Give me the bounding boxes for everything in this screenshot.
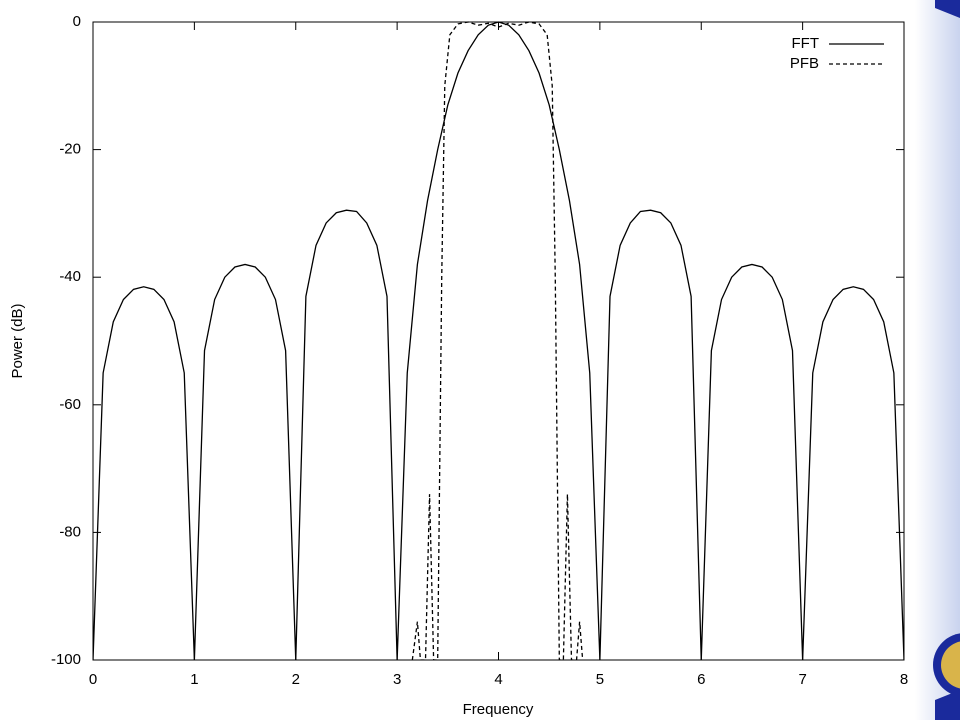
- y-tick-label: -100: [51, 651, 81, 668]
- corner-shape: [935, 0, 960, 18]
- x-tick-label: 8: [900, 671, 908, 688]
- y-tick-label: -40: [59, 268, 81, 285]
- y-axis-label: Power (dB): [9, 303, 26, 378]
- x-tick-label: 6: [697, 671, 705, 688]
- x-tick-label: 7: [798, 671, 806, 688]
- x-tick-label: 2: [292, 671, 300, 688]
- plot-frame: [92, 21, 905, 661]
- y-tick-label: -80: [59, 523, 81, 540]
- x-tick-label: 3: [393, 671, 401, 688]
- x-tick-label: 1: [190, 671, 198, 688]
- legend-label: PFB: [790, 55, 819, 72]
- corner-shape: [935, 690, 960, 720]
- legend-label: FFT: [792, 35, 820, 52]
- series-line: [411, 21, 584, 660]
- y-tick-label: -20: [59, 141, 81, 158]
- side-strip: [915, 0, 960, 720]
- y-tick-label: -60: [59, 396, 81, 413]
- x-tick-label: 0: [89, 671, 97, 688]
- x-tick-label: 5: [596, 671, 604, 688]
- logo-inner: [941, 641, 960, 689]
- series-line: [93, 21, 904, 660]
- y-tick-label: 0: [73, 13, 81, 30]
- x-axis-label: Frequency: [463, 701, 534, 718]
- x-tick-label: 4: [494, 671, 502, 688]
